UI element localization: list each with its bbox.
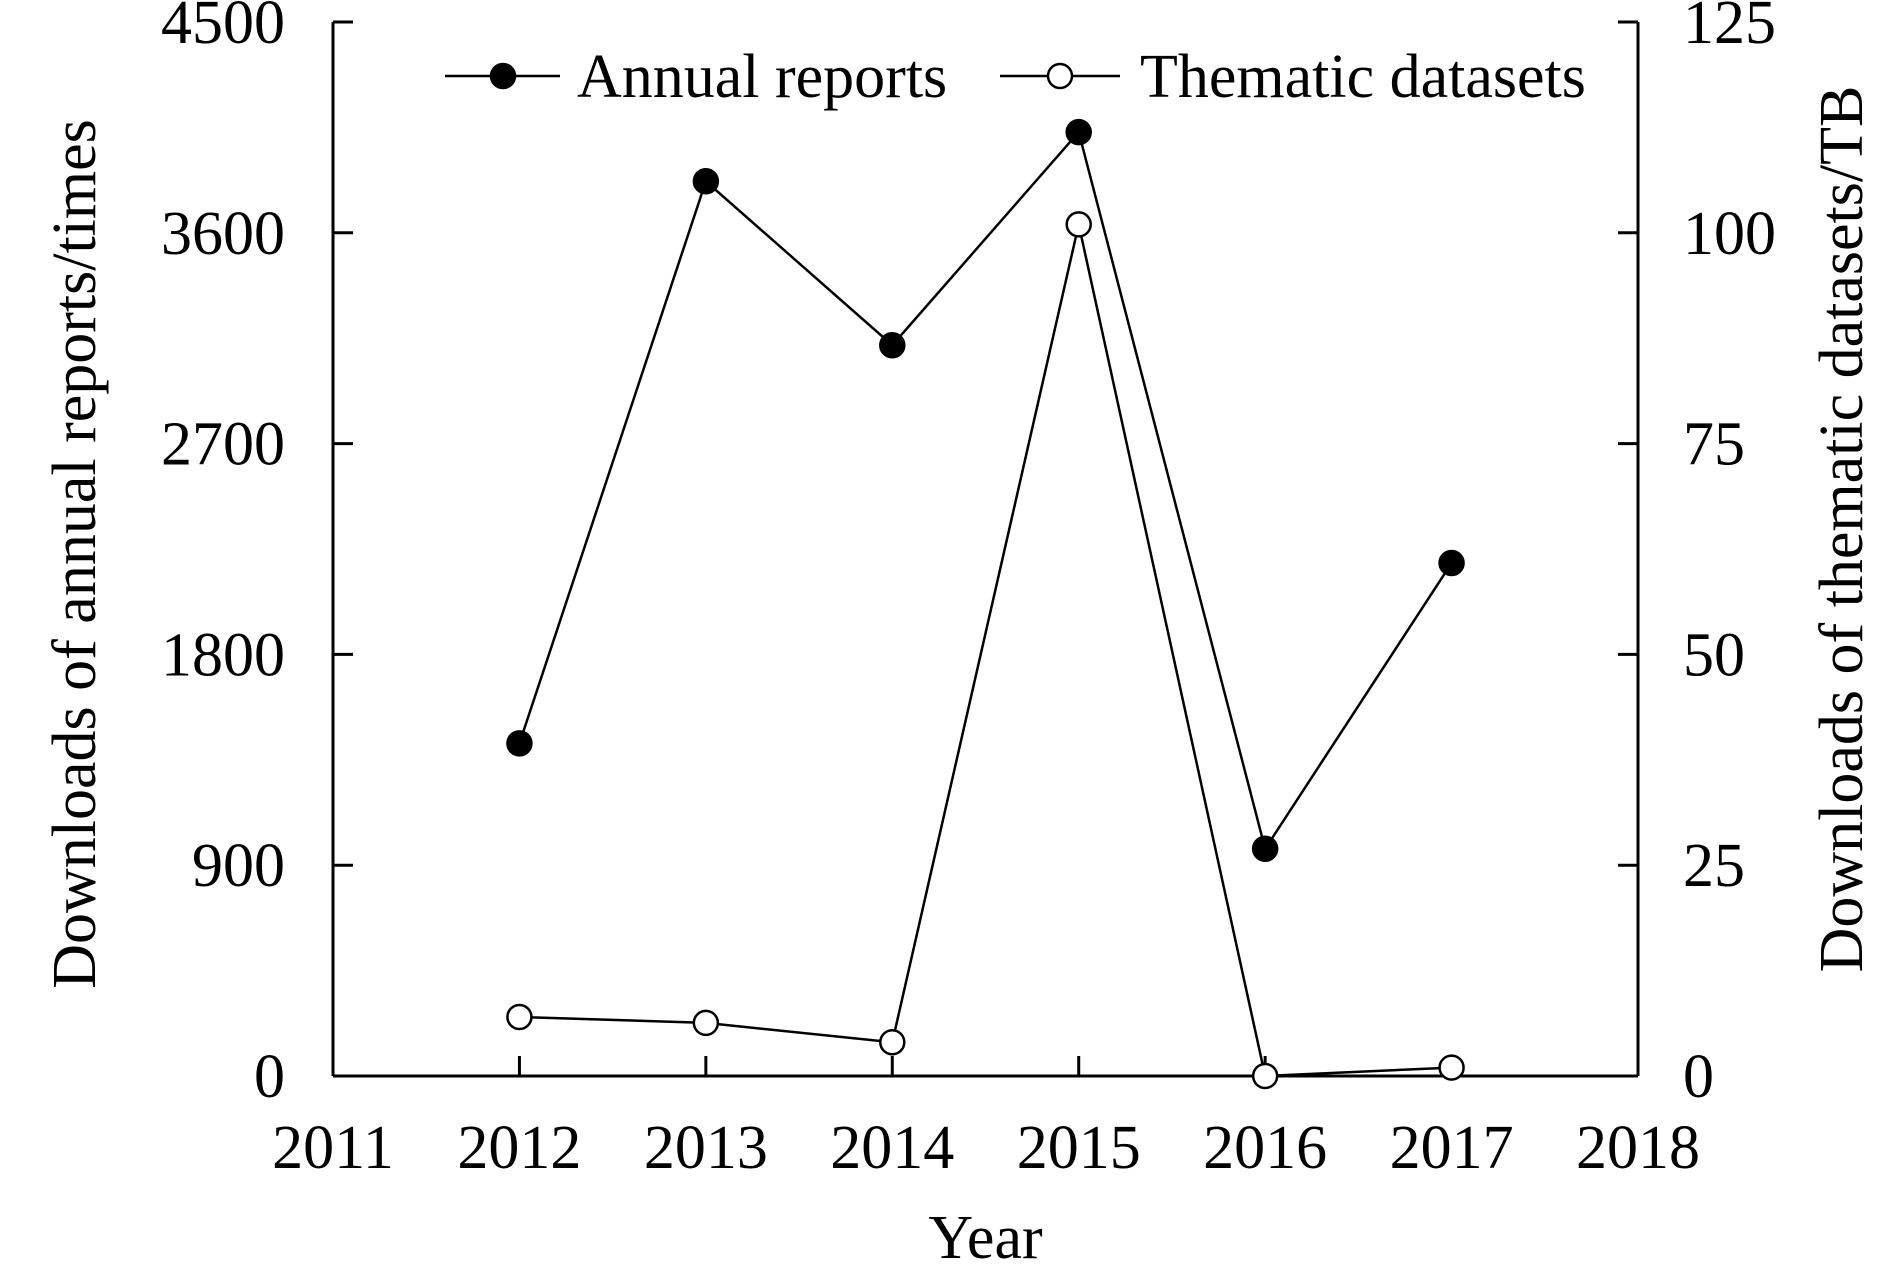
legend-item-annual-reports: Annual reports [445, 43, 947, 111]
legend: Annual reports Thematic datasets [445, 43, 1586, 111]
tick-marks [331, 20, 1640, 1078]
series-line-thematic-datasets [519, 224, 1452, 1078]
data-point-thematic-datasets [506, 1003, 533, 1031]
series-layer [506, 118, 1465, 1090]
left-y-tick-label: 3600 [161, 200, 285, 268]
data-point-annual-reports [506, 730, 533, 757]
data-point-annual-reports [1065, 118, 1092, 146]
data-point-annual-reports [1438, 549, 1465, 577]
right-y-axis-title: Downloads of thematic datasets/TB [1808, 86, 1876, 973]
x-tick-label: 2013 [644, 1114, 768, 1182]
left-y-tick-label: 1800 [161, 621, 285, 689]
x-tick-label: 2018 [1576, 1114, 1700, 1182]
x-tick-label: 2015 [1017, 1114, 1141, 1182]
right-y-tick-label: 0 [1683, 1043, 1714, 1111]
data-point-thematic-datasets [1251, 1062, 1279, 1090]
left-y-axis-title: Downloads of annual reports/times [41, 119, 109, 989]
right-y-tick-label: 100 [1683, 200, 1776, 268]
data-point-annual-reports [1251, 835, 1279, 863]
x-axis-title: Year [928, 1204, 1043, 1269]
axes [331, 22, 1640, 1078]
right-y-tick-label: 75 [1683, 411, 1745, 479]
right-y-tick-label: 50 [1683, 621, 1745, 689]
legend-marker-thematic-datasets [1046, 62, 1074, 90]
data-point-thematic-datasets [1438, 1054, 1465, 1081]
data-point-thematic-datasets [879, 1029, 906, 1056]
data-point-thematic-datasets [1065, 211, 1092, 238]
left-y-tick-label: 0 [254, 1043, 285, 1111]
tick-labels: 0 900 1800 2700 3600 4500 0 25 50 75 100 125 2011 201… [161, 0, 1776, 1182]
x-tick-label: 2016 [1203, 1114, 1327, 1182]
x-tick-label: 2012 [457, 1114, 581, 1182]
data-point-annual-reports [879, 331, 906, 359]
legend-marker-annual-reports [489, 62, 517, 90]
x-tick-label: 2011 [272, 1114, 394, 1182]
legend-item-thematic-datasets: Thematic datasets [1000, 43, 1586, 111]
legend-label-annual-reports: Annual reports [577, 43, 947, 111]
x-tick-label: 2014 [830, 1114, 954, 1182]
left-y-tick-label: 2700 [161, 411, 285, 479]
data-point-annual-reports [692, 168, 720, 195]
series-line-annual-reports [518, 129, 1453, 852]
data-point-thematic-datasets [692, 1009, 720, 1037]
left-y-tick-label: 900 [192, 832, 285, 900]
legend-label-thematic-datasets: Thematic datasets [1140, 43, 1586, 111]
x-tick-label: 2017 [1390, 1114, 1514, 1182]
right-y-tick-label: 125 [1683, 0, 1776, 57]
right-y-tick-label: 25 [1683, 832, 1745, 900]
left-y-tick-label: 4500 [161, 0, 285, 57]
